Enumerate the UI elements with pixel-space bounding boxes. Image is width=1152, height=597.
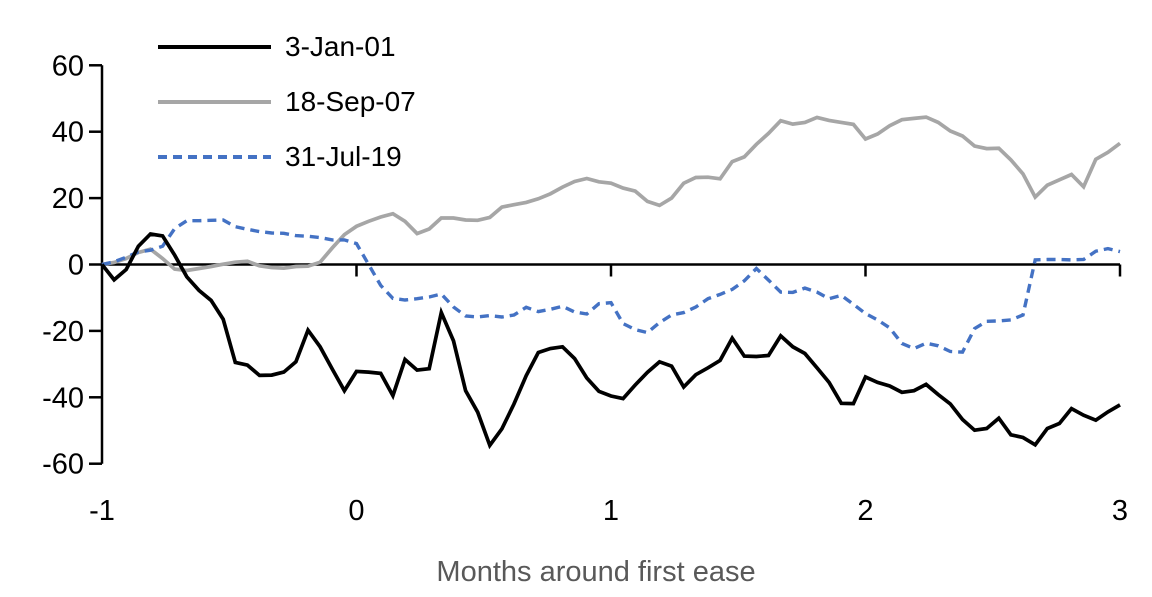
series-line-31-Jul-19 <box>101 218 1121 354</box>
y-tick-label: -60 <box>42 449 84 481</box>
x-axis-title: Months around first ease <box>436 556 756 588</box>
legend: 3-Jan-01 18-Sep-07 31-Jul-19 <box>158 32 416 171</box>
legend-item: 31-Jul-19 <box>158 142 416 171</box>
series-line-18-Sep-07 <box>101 115 1122 273</box>
legend-line-marker <box>158 44 271 49</box>
x-tick-label: 1 <box>603 495 619 527</box>
x-tick-label: 2 <box>857 495 873 527</box>
y-tick-label: 0 <box>68 250 84 282</box>
legend-item: 18-Sep-07 <box>158 87 416 116</box>
x-tick-label: 0 <box>348 495 364 527</box>
legend-label: 3-Jan-01 <box>285 31 396 62</box>
y-tick-label: -40 <box>42 382 84 414</box>
legend-line-marker <box>158 99 271 104</box>
y-tick-label: 60 <box>52 50 84 82</box>
legend-line-marker <box>158 154 271 159</box>
legend-label: 18-Sep-07 <box>285 86 416 117</box>
y-tick-label: 40 <box>52 117 84 149</box>
x-tick-label: 3 <box>1112 495 1128 527</box>
series-line-3-Jan-01 <box>100 232 1121 450</box>
x-tick-label: -1 <box>89 495 115 527</box>
legend-label: 31-Jul-19 <box>285 141 402 172</box>
y-tick-label: -20 <box>42 316 84 348</box>
y-tick-label: 20 <box>52 183 84 215</box>
legend-item: 3-Jan-01 <box>158 32 416 61</box>
